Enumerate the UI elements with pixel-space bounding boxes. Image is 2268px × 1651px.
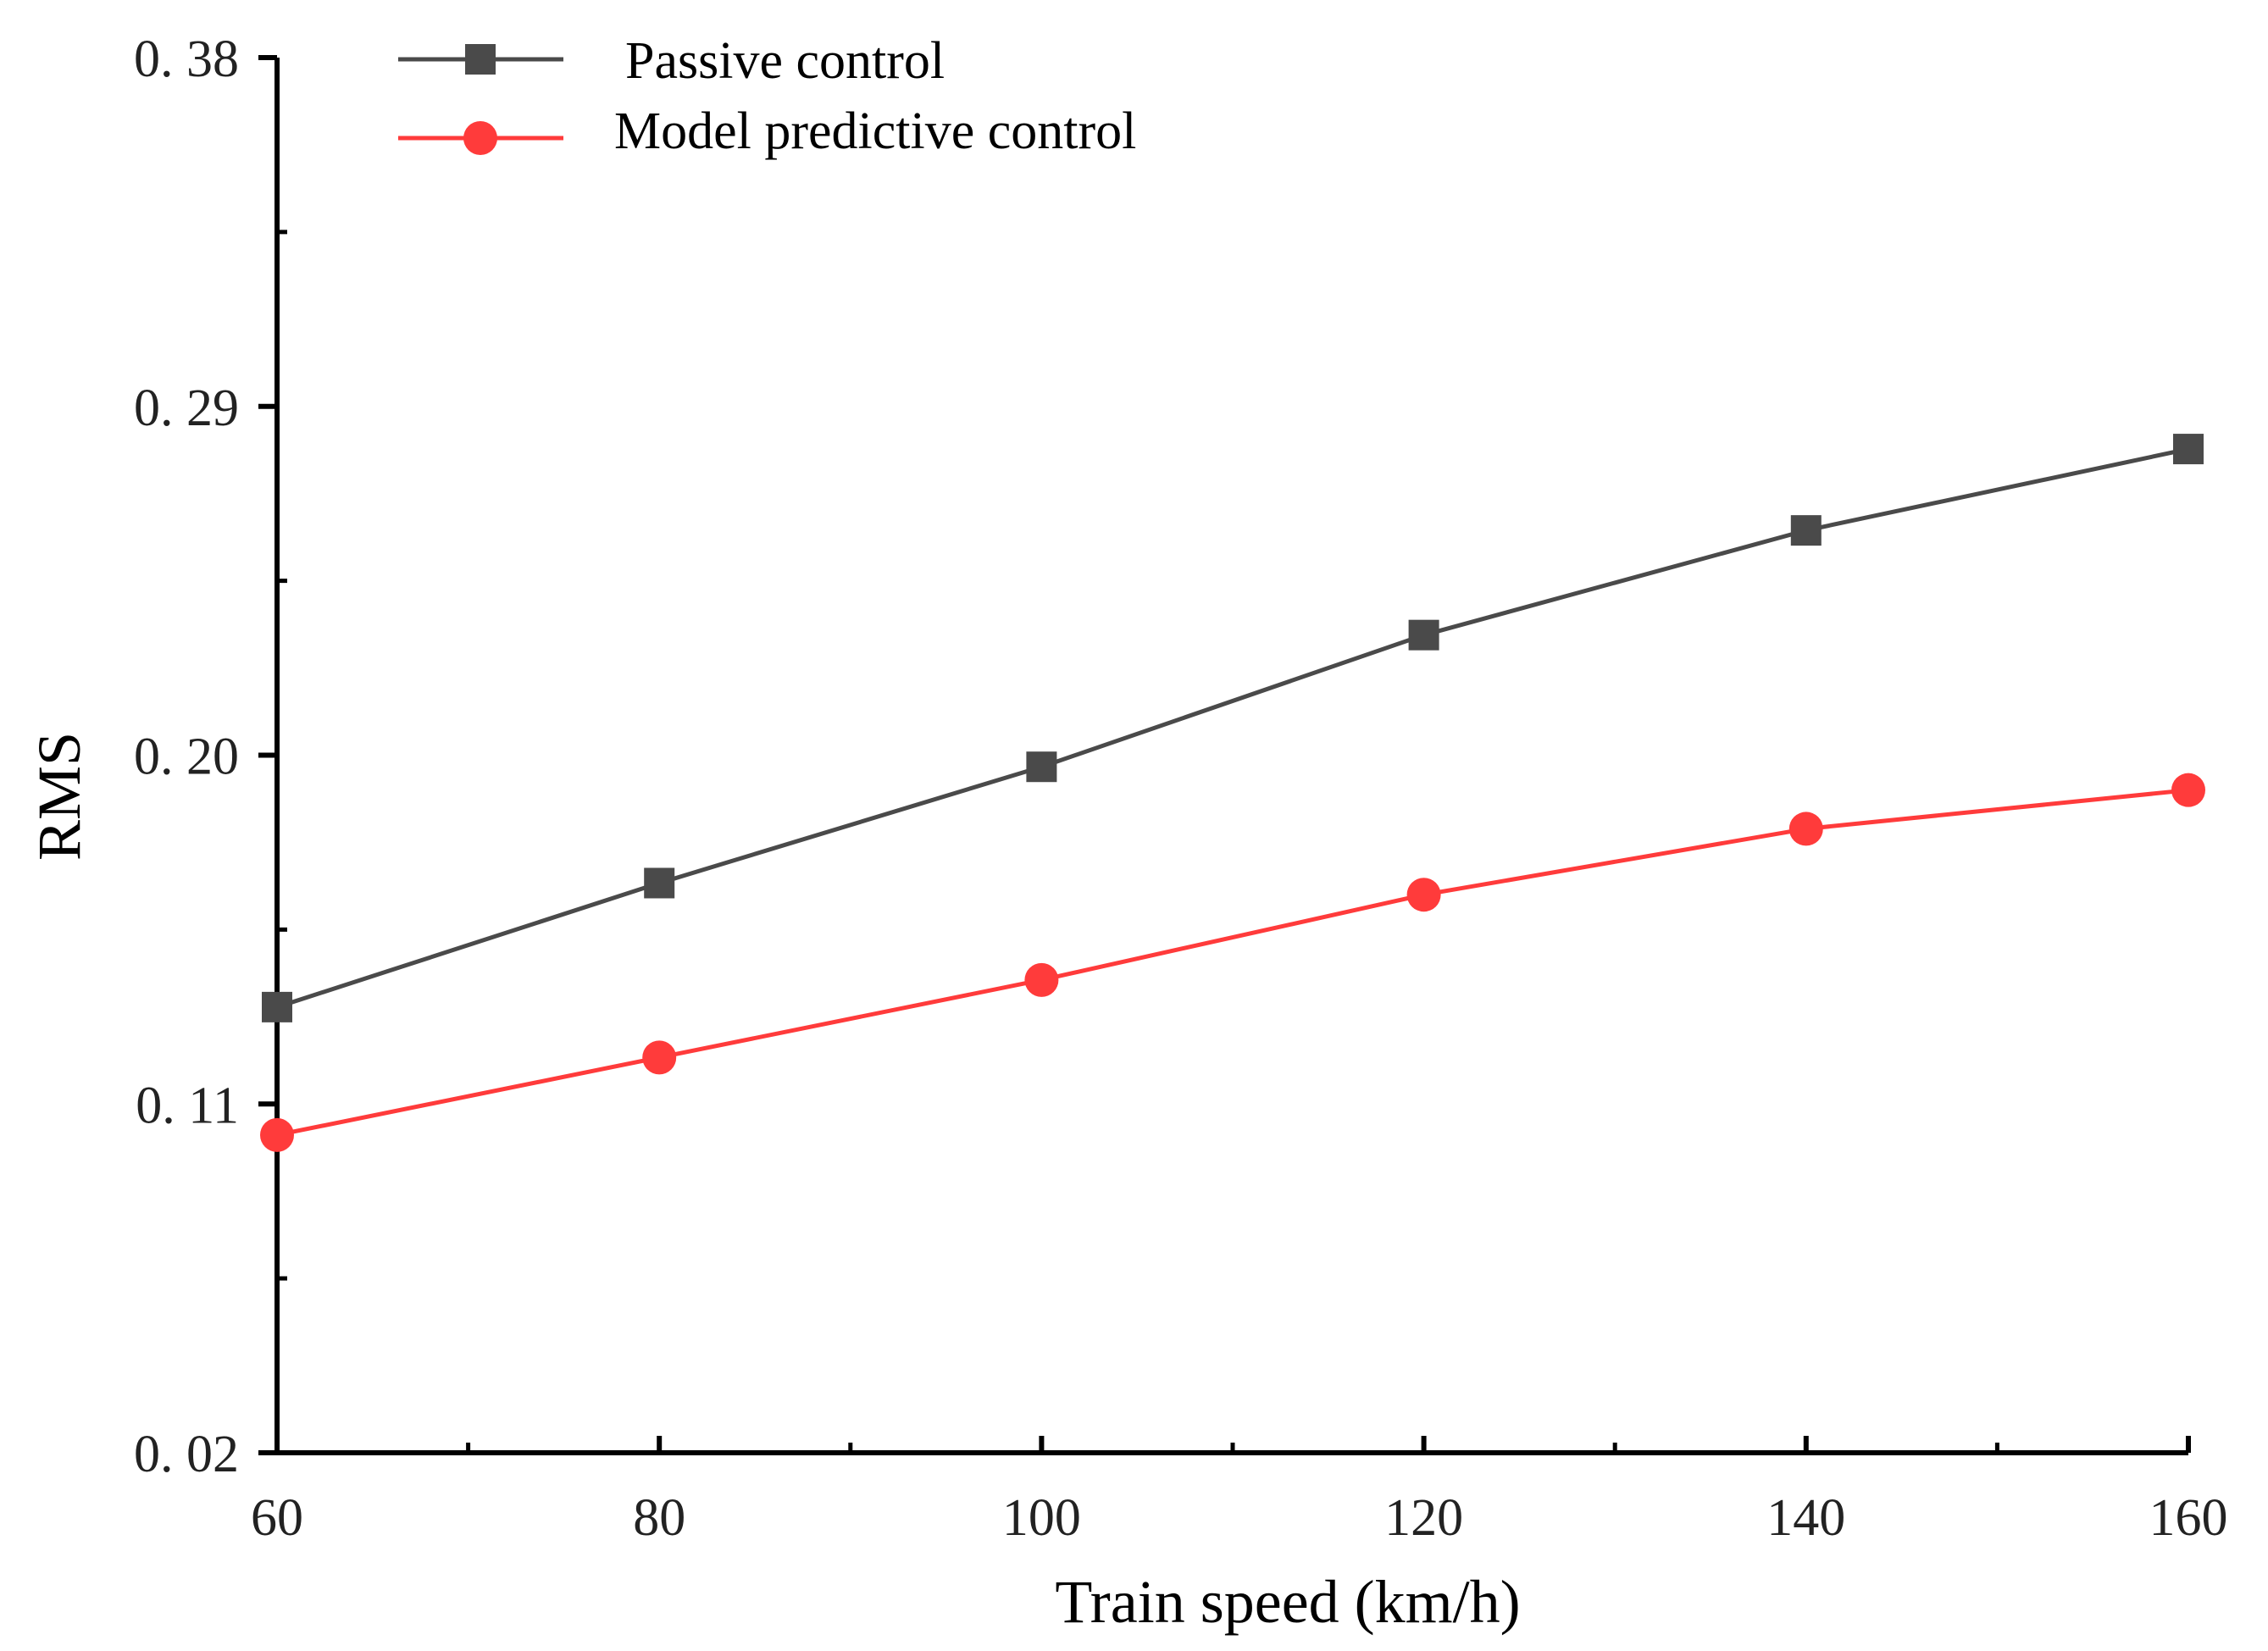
data-point-passive-control (1790, 515, 1822, 546)
series-line-passive-control (276, 446, 2189, 1010)
y-ticks: 0. 02 0. 11 0. 20 0. 29 0. 38 (134, 30, 287, 1483)
legend-label-model-predictive-control: Model predictive control (614, 102, 1136, 160)
x-tick-label: 140 (1766, 1489, 1845, 1547)
data-point-model-predictive-control (1788, 812, 1823, 846)
series-markers (260, 434, 2205, 1152)
data-point-model-predictive-control (1024, 962, 1059, 997)
x-tick-label: 160 (2149, 1489, 2228, 1547)
legend-entry-passive-control: Passive control (398, 32, 945, 90)
data-point-model-predictive-control (2171, 773, 2205, 807)
data-point-model-predictive-control (1406, 878, 1441, 912)
legend: Passive control Model predictive control (398, 32, 1136, 160)
x-axis-title: Train speed (km/h) (1055, 1568, 1520, 1636)
y-tick-label: 0. 11 (136, 1077, 239, 1134)
y-tick-label: 0. 29 (134, 380, 239, 437)
series-line-model-predictive-control (276, 788, 2189, 1138)
series-lines (276, 446, 2189, 1138)
x-tick-label: 100 (1002, 1489, 1081, 1547)
legend-circle-marker (463, 121, 497, 155)
legend-entry-model-predictive-control: Model predictive control (398, 102, 1136, 160)
data-point-model-predictive-control (260, 1117, 294, 1152)
legend-square-marker (465, 44, 496, 75)
data-point-passive-control (2173, 434, 2204, 465)
y-tick-label: 0. 20 (134, 729, 239, 786)
axes (274, 58, 2188, 1455)
data-point-model-predictive-control (642, 1040, 677, 1075)
data-point-passive-control (1026, 751, 1057, 783)
legend-label-passive-control: Passive control (625, 32, 945, 90)
data-point-passive-control (644, 867, 675, 899)
x-tick-label: 80 (633, 1489, 685, 1547)
x-tick-label: 60 (251, 1489, 303, 1547)
y-axis-title: RMS (25, 732, 93, 861)
y-tick-label: 0. 02 (134, 1426, 239, 1483)
x-tick-label: 120 (1384, 1489, 1463, 1547)
data-point-passive-control (262, 991, 292, 1022)
data-point-passive-control (1408, 619, 1439, 651)
x-ticks: 60 80 100 120 140 160 (251, 1436, 2228, 1547)
y-tick-label: 0. 38 (134, 30, 239, 88)
